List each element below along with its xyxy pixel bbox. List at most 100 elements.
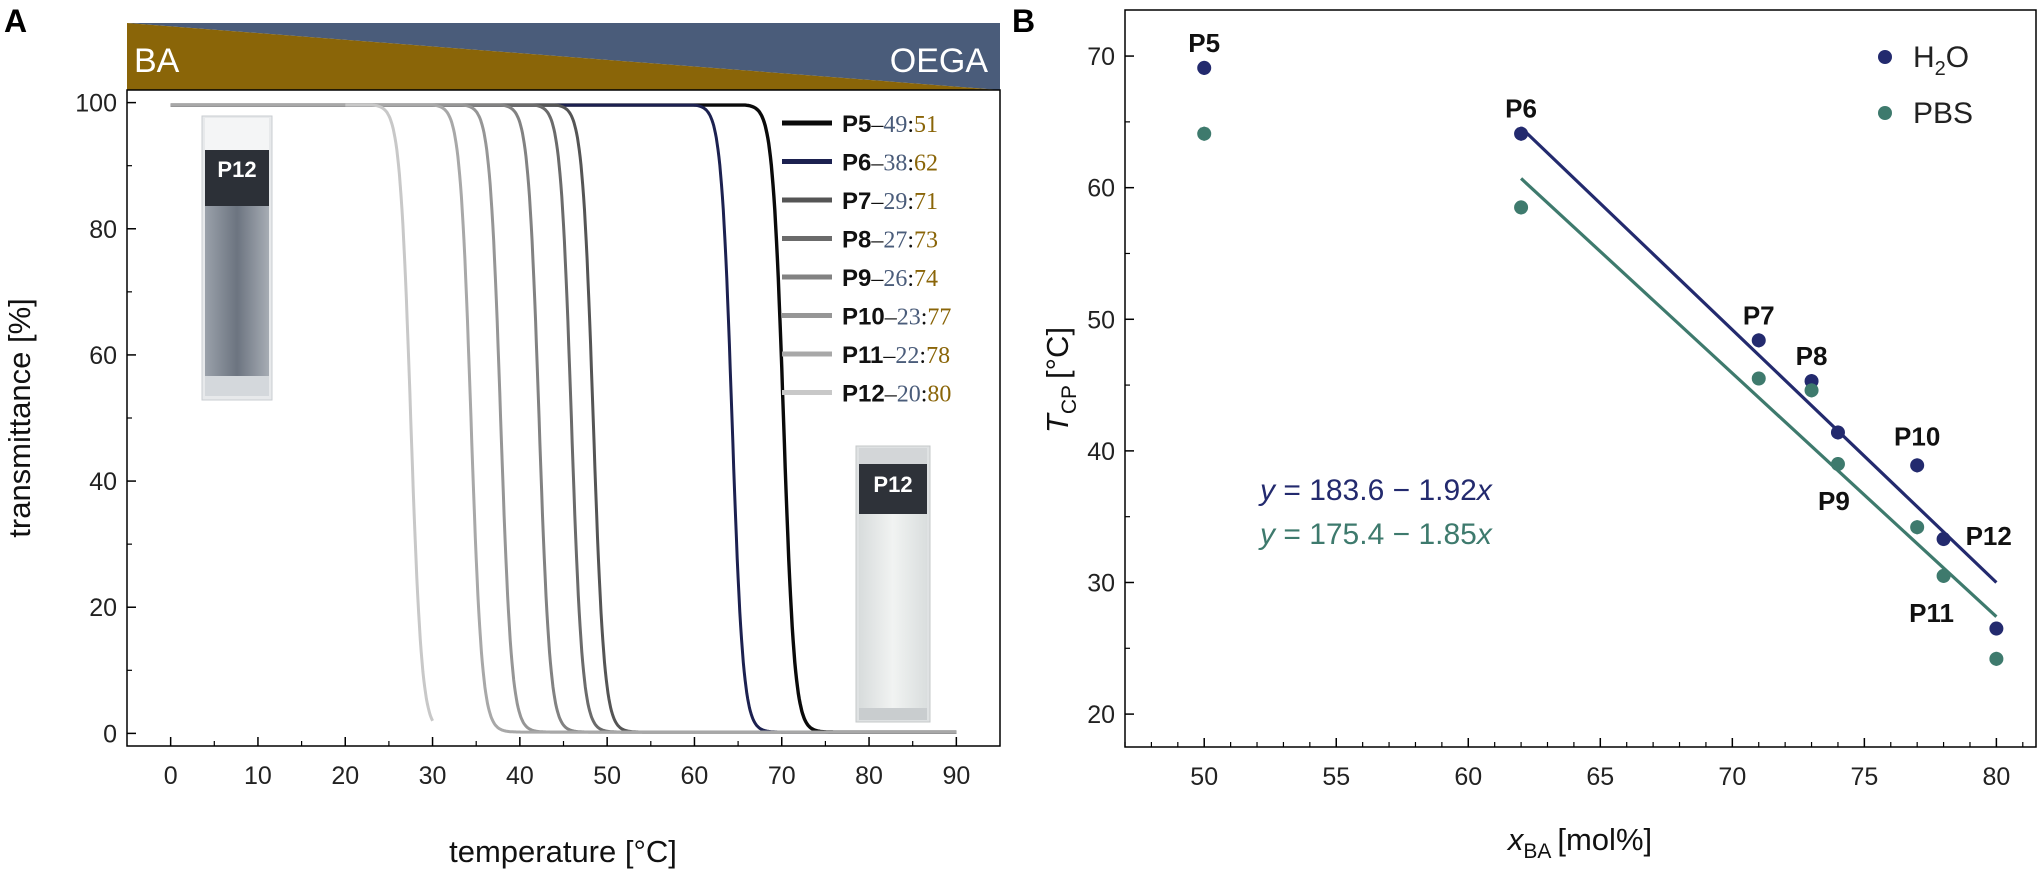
point-h2o [1989,621,2004,636]
point-label-p6: P6 [1505,94,1537,124]
point-pbs [1514,200,1529,215]
cuvette-clear-p12: P12 [201,115,273,401]
point-h2o [1910,458,1925,473]
legend-marker-h2o [1878,50,1892,64]
fit-equation-pbs: y = 175.4 − 1.85x [1258,518,1493,551]
point-label-p12: P12 [1966,521,2012,551]
x-tick-label: 0 [164,762,178,790]
y-tick-label: 70 [1087,43,1115,71]
fit-line-1 [1520,177,1998,618]
panel-a-curves [169,103,958,734]
cuvette-clear-label: P12 [217,157,256,182]
x-tick-label: 60 [1454,763,1482,791]
y-tick-label: 20 [1087,701,1115,729]
point-pbs [1936,568,1951,583]
y-tick-label: 20 [89,594,117,622]
legend-label-p6: P6–38:62 [842,150,938,177]
point-label-p11: P11 [1909,598,1954,628]
point-h2o [1936,532,1951,547]
cuvette-turbid-p12: P12 [855,445,931,723]
x-tick-label: 80 [855,762,883,790]
point-label-p5: P5 [1188,28,1220,58]
legend-label-p8: P8–27:73 [842,227,938,254]
curve-p12 [344,103,434,722]
curve-p7 [170,103,957,734]
panel-b-fit-lines [1519,126,1998,618]
legend-label-h2o: H2O [1913,41,1969,80]
point-label-p9: P9 [1818,486,1850,516]
panel-label-a: A [4,3,27,39]
panel-b: 50 55 60 65 70 75 80 20 30 40 50 60 70 P5 P6 P7 P8 P9 P10… [1040,9,2037,863]
x-tick-label: 10 [244,762,272,790]
point-pbs [1989,651,2004,666]
y-tick-label: 40 [1087,438,1115,466]
point-h2o [1514,126,1529,141]
panel-b-points [1197,60,2004,666]
curve-p6 [170,103,957,734]
point-h2o [1751,333,1766,348]
point-pbs [1804,383,1819,398]
legend-label-p5: P5–49:51 [842,111,938,138]
fit-equations: y = 183.6 − 1.92x y = 175.4 − 1.85x [1258,474,1493,551]
point-label-p10: P10 [1894,421,1940,451]
y-tick-label: 80 [89,216,117,244]
y-tick-label: 40 [89,468,117,496]
legend-label-pbs: PBS [1913,97,1973,130]
panel-b-point-labels: P5 P6 P7 P8 P9 P10 P11 P12 [1188,28,2012,628]
panel-b-x-axis-label: xBA [mol%] [1506,822,1652,863]
panel-a-y-axis-label: transmittance [%] [2,298,37,537]
fit-equation-h2o: y = 183.6 − 1.92x [1258,474,1493,507]
x-tick-label: 40 [506,762,534,790]
x-tick-label: 60 [681,762,709,790]
point-pbs [1197,126,1212,141]
x-tick-label: 70 [1718,763,1746,791]
point-pbs [1751,371,1766,386]
legend-label-p11: P11–22:78 [842,342,950,369]
panel-b-axes: 50 55 60 65 70 75 80 20 30 40 50 60 70 [1087,43,2024,791]
x-tick-label: 80 [1982,763,2010,791]
curve-p9 [170,103,957,734]
x-tick-label: 50 [593,762,621,790]
point-pbs [1830,457,1845,472]
panel-a-axes: 0 10 20 30 40 50 60 70 80 90 0 20 40 60 80 100 [75,90,970,790]
curve-p11 [170,103,957,734]
panel-a-x-axis-label: temperature [°C] [449,834,677,869]
legend-label-p10: P10–23:77 [842,304,951,331]
composition-gradient-bar: BA OEGA [127,23,1000,90]
x-tick-label: 90 [942,762,970,790]
x-tick-label: 55 [1322,763,1350,791]
gradient-right-label: OEGA [890,42,989,80]
panel-a: BA OEGA P12 P12 0 10 20 30 40 50 60 70 80 90 0 20 40… [2,23,1001,869]
panel-label-b: B [1012,3,1035,39]
curve-p10 [170,103,957,734]
panel-b-plot-frame [1124,9,2037,748]
point-h2o [1830,425,1845,440]
point-label-p7: P7 [1743,300,1775,330]
y-tick-label: 100 [75,90,117,118]
y-tick-label: 30 [1087,569,1115,597]
x-tick-label: 65 [1586,763,1614,791]
x-tick-label: 50 [1190,763,1218,791]
panel-b-y-axis-label: TCP[°C] [1040,327,1081,433]
point-label-p8: P8 [1796,341,1828,371]
x-tick-label: 30 [419,762,447,790]
legend-marker-pbs [1878,106,1892,120]
y-tick-label: 60 [89,342,117,370]
x-tick-label: 70 [768,762,796,790]
y-tick-label: 50 [1087,306,1115,334]
legend-label-p12: P12–20:80 [842,381,951,408]
point-h2o [1197,60,1212,75]
gradient-left-label: BA [134,42,180,80]
point-pbs [1910,520,1925,535]
x-tick-label: 75 [1850,763,1878,791]
x-tick-label: 20 [331,762,359,790]
curve-p5 [169,103,958,734]
cuvette-turbid-label: P12 [873,472,912,497]
fit-line-0 [1519,126,1998,584]
gradient-ba-region [127,23,1000,90]
legend-label-p9: P9–26:74 [842,265,938,292]
legend-label-p7: P7–29:71 [842,188,938,215]
y-tick-label: 0 [103,720,117,748]
curve-p8 [170,103,957,734]
